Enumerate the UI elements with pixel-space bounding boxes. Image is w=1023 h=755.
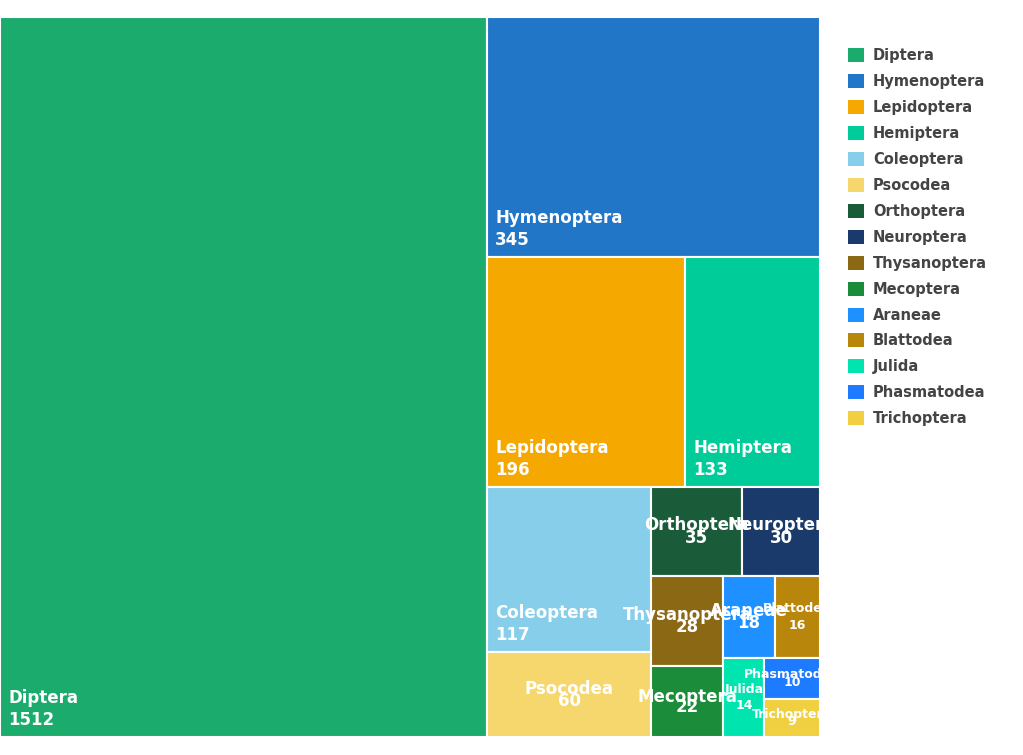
Text: 117: 117: [495, 626, 530, 644]
Text: Coleoptera: Coleoptera: [495, 604, 598, 622]
Text: 196: 196: [495, 461, 530, 479]
Text: Hymenoptera: Hymenoptera: [495, 209, 623, 227]
Text: Phasmatodea: Phasmatodea: [745, 668, 840, 681]
Text: 28: 28: [676, 618, 699, 636]
Text: 60: 60: [558, 692, 581, 710]
Bar: [0, 17, 487, 737]
Text: Hemiptera: Hemiptera: [694, 439, 793, 457]
Text: Julida: Julida: [724, 683, 763, 696]
Bar: [487, 487, 652, 652]
Text: Trichoptera: Trichoptera: [752, 708, 833, 721]
Bar: [652, 666, 723, 737]
Bar: [742, 487, 820, 576]
Legend: Diptera, Hymenoptera, Lepidoptera, Hemiptera, Coleoptera, Psocodea, Orthoptera, : Diptera, Hymenoptera, Lepidoptera, Hemip…: [842, 42, 992, 432]
Bar: [487, 17, 820, 257]
Text: 1512: 1512: [8, 711, 54, 729]
Text: 30: 30: [769, 528, 793, 547]
Text: Psocodea: Psocodea: [525, 680, 614, 698]
Text: 35: 35: [685, 528, 708, 547]
Text: 22: 22: [676, 698, 699, 716]
Text: Blattodea: Blattodea: [763, 602, 832, 615]
Text: 133: 133: [694, 461, 728, 479]
Text: Lepidoptera: Lepidoptera: [495, 439, 609, 457]
Bar: [487, 652, 652, 737]
Text: 10: 10: [784, 676, 801, 689]
Text: Diptera: Diptera: [8, 689, 78, 707]
Bar: [487, 257, 685, 487]
Bar: [723, 576, 774, 658]
Bar: [774, 576, 820, 658]
Text: Neuroptera: Neuroptera: [727, 516, 835, 535]
Bar: [652, 487, 742, 576]
Text: 14: 14: [736, 699, 753, 712]
Text: 345: 345: [495, 232, 530, 249]
Bar: [764, 658, 820, 699]
Bar: [685, 257, 820, 487]
Text: Orthoptera: Orthoptera: [644, 516, 749, 535]
Text: Thysanoptera: Thysanoptera: [623, 606, 752, 624]
Bar: [723, 658, 764, 737]
Bar: [652, 576, 723, 666]
Text: 9: 9: [788, 716, 797, 729]
Text: 16: 16: [789, 618, 806, 632]
Text: Araneae: Araneae: [710, 602, 788, 621]
Text: 18: 18: [738, 614, 760, 632]
Bar: [764, 699, 820, 737]
Text: Mecoptera: Mecoptera: [637, 688, 738, 706]
